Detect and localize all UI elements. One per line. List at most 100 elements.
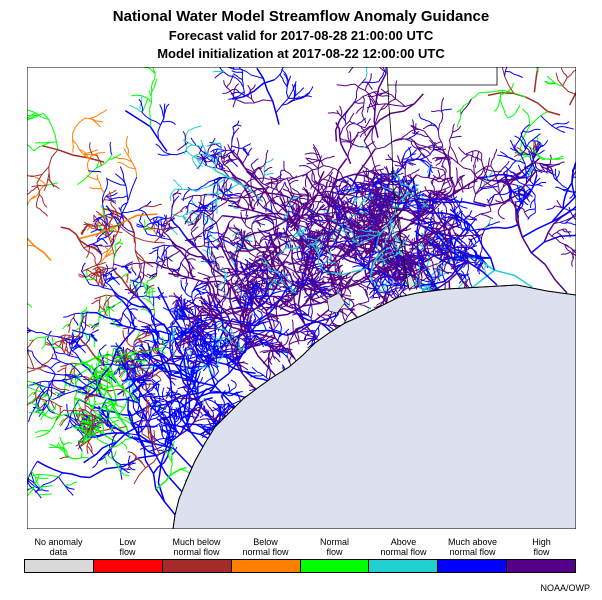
river-segment <box>231 127 235 142</box>
river-segment <box>384 285 388 296</box>
river-segment <box>78 335 105 367</box>
river-segment <box>359 176 375 189</box>
river-segment <box>56 390 66 397</box>
river-segment <box>250 335 257 345</box>
river-segment <box>349 177 399 205</box>
river-segment <box>268 342 274 364</box>
river-segment <box>175 410 179 420</box>
river-segment <box>100 300 123 313</box>
river-segment <box>84 389 91 411</box>
river-segment <box>293 83 297 99</box>
river-segment <box>88 398 92 408</box>
river-segment <box>272 256 280 264</box>
river-segment <box>342 206 351 222</box>
river-segment <box>264 345 277 352</box>
river-segment <box>73 376 80 389</box>
river-segment <box>223 271 228 287</box>
river-segment <box>394 164 404 169</box>
river-segment <box>90 329 100 335</box>
river-segment <box>259 235 269 244</box>
river-segment <box>374 222 384 228</box>
river-segment <box>276 178 286 181</box>
river-segment <box>234 321 244 325</box>
river-segment <box>278 328 290 338</box>
river-segment <box>243 239 251 245</box>
river-segment <box>519 149 534 159</box>
river-segment <box>468 237 475 246</box>
river-segment <box>94 257 105 274</box>
river-segment <box>433 198 455 201</box>
river-segment <box>394 172 404 177</box>
river-segment <box>306 159 321 165</box>
river-segment <box>264 172 274 176</box>
legend-label-line1: No anomaly <box>34 537 83 547</box>
river-segment <box>293 332 300 345</box>
river-segment <box>273 173 283 180</box>
river-segment <box>92 460 99 469</box>
river-segment <box>511 185 522 191</box>
river-segment <box>399 279 405 289</box>
river-segment <box>95 255 103 266</box>
legend-label: Below normal flow <box>226 537 306 557</box>
river-segment <box>523 209 530 219</box>
river-segment <box>89 283 113 291</box>
river-segment <box>353 189 370 194</box>
legend-swatch <box>93 560 163 572</box>
river-segment <box>148 90 153 127</box>
river-segment <box>208 230 221 244</box>
river-segment <box>292 312 306 316</box>
river-segment <box>57 367 66 373</box>
river-segment <box>30 402 41 414</box>
river-segment <box>27 175 31 177</box>
river-segment <box>223 340 231 353</box>
river-segment <box>330 178 335 195</box>
river-segment <box>143 219 146 229</box>
river-segment <box>103 370 110 397</box>
river-segment <box>500 151 517 162</box>
river-segment <box>159 104 165 119</box>
river-segment <box>440 165 447 173</box>
river-segment <box>107 272 112 282</box>
river-segment <box>408 189 442 199</box>
river-segment <box>212 179 216 198</box>
river-segment <box>107 214 113 236</box>
river-segment <box>192 316 201 323</box>
river-segment <box>135 330 142 340</box>
river-segment <box>350 134 359 143</box>
river-segment <box>269 284 274 293</box>
river-segment <box>103 199 117 202</box>
river-segment <box>446 178 452 188</box>
river-segment <box>236 303 250 308</box>
river-segment <box>299 197 310 200</box>
river-segment <box>184 340 191 348</box>
river-segment <box>255 282 265 288</box>
river-segment <box>152 349 163 356</box>
river-segment <box>174 355 184 358</box>
river-segment <box>100 228 110 237</box>
river-segment <box>27 237 52 262</box>
river-segment <box>432 174 446 181</box>
river-segment <box>27 174 35 178</box>
river-segment <box>124 416 132 423</box>
river-segment <box>39 385 45 394</box>
river-segment <box>72 410 78 423</box>
river-segment <box>250 166 264 189</box>
river-segment <box>322 275 333 280</box>
river-segment <box>138 209 152 224</box>
river-segment <box>238 295 248 298</box>
river-segment <box>228 391 243 397</box>
legend-label: Much below normal flow <box>157 537 237 557</box>
river-segment <box>206 388 230 397</box>
river-segment <box>252 266 269 281</box>
river-segment <box>352 264 366 268</box>
river-segment <box>374 173 383 181</box>
river-segment <box>188 406 201 417</box>
river-segment <box>143 323 165 328</box>
river-segment <box>246 270 257 291</box>
river-segment <box>384 257 394 278</box>
river-segment <box>225 336 245 352</box>
river-segment <box>214 336 227 347</box>
river-segment <box>214 260 220 269</box>
river-segment <box>257 321 267 326</box>
river-segment <box>450 135 462 138</box>
